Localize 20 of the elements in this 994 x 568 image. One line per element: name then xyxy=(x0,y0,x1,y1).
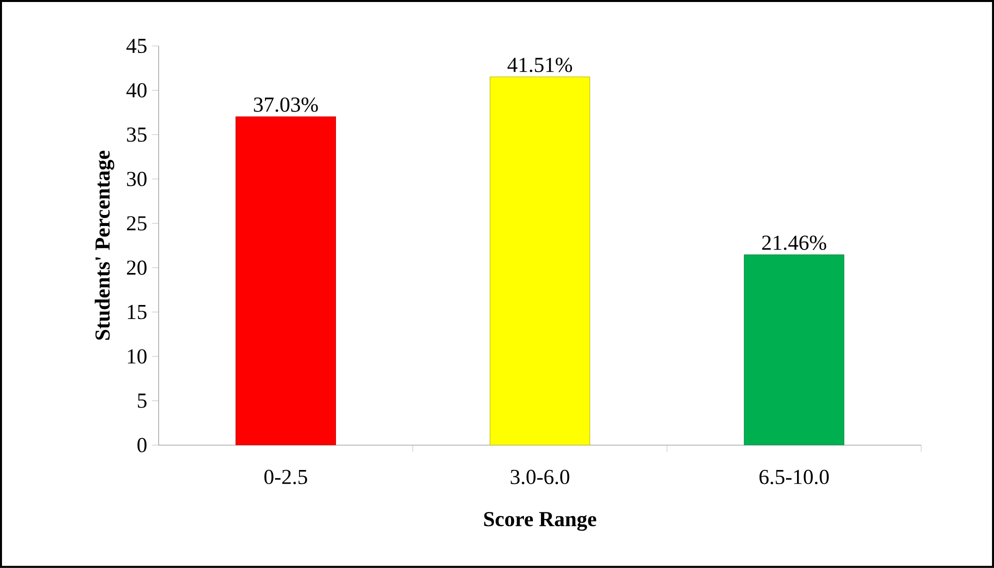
x-tick-label: 3.0-6.0 xyxy=(510,470,570,484)
x-tick-label: 0-2.5 xyxy=(264,470,308,484)
data-label: 41.51% xyxy=(508,58,572,72)
y-tick-label: 15 xyxy=(128,304,146,320)
bar xyxy=(236,116,336,446)
y-tick-label: 35 xyxy=(127,128,146,142)
y-tick-label: 45 xyxy=(126,38,146,54)
y-tick-label: 30 xyxy=(127,172,147,186)
data-label: 37.03% xyxy=(254,98,318,112)
y-tick-label: 40 xyxy=(126,83,147,98)
y-tick-label: 10 xyxy=(128,349,147,364)
x-tick-label: 6.5-10.0 xyxy=(760,470,829,484)
y-tick-label: 20 xyxy=(126,260,147,275)
data-label: 21.46% xyxy=(762,236,826,250)
y-tick-label: 5 xyxy=(138,394,146,408)
y-tick-label: 25 xyxy=(126,216,146,231)
bar xyxy=(490,76,590,446)
y-axis-title: Students' Percentage xyxy=(94,150,114,340)
y-tick-label: 0 xyxy=(137,438,147,452)
x-axis-title: Score Range xyxy=(484,512,596,531)
